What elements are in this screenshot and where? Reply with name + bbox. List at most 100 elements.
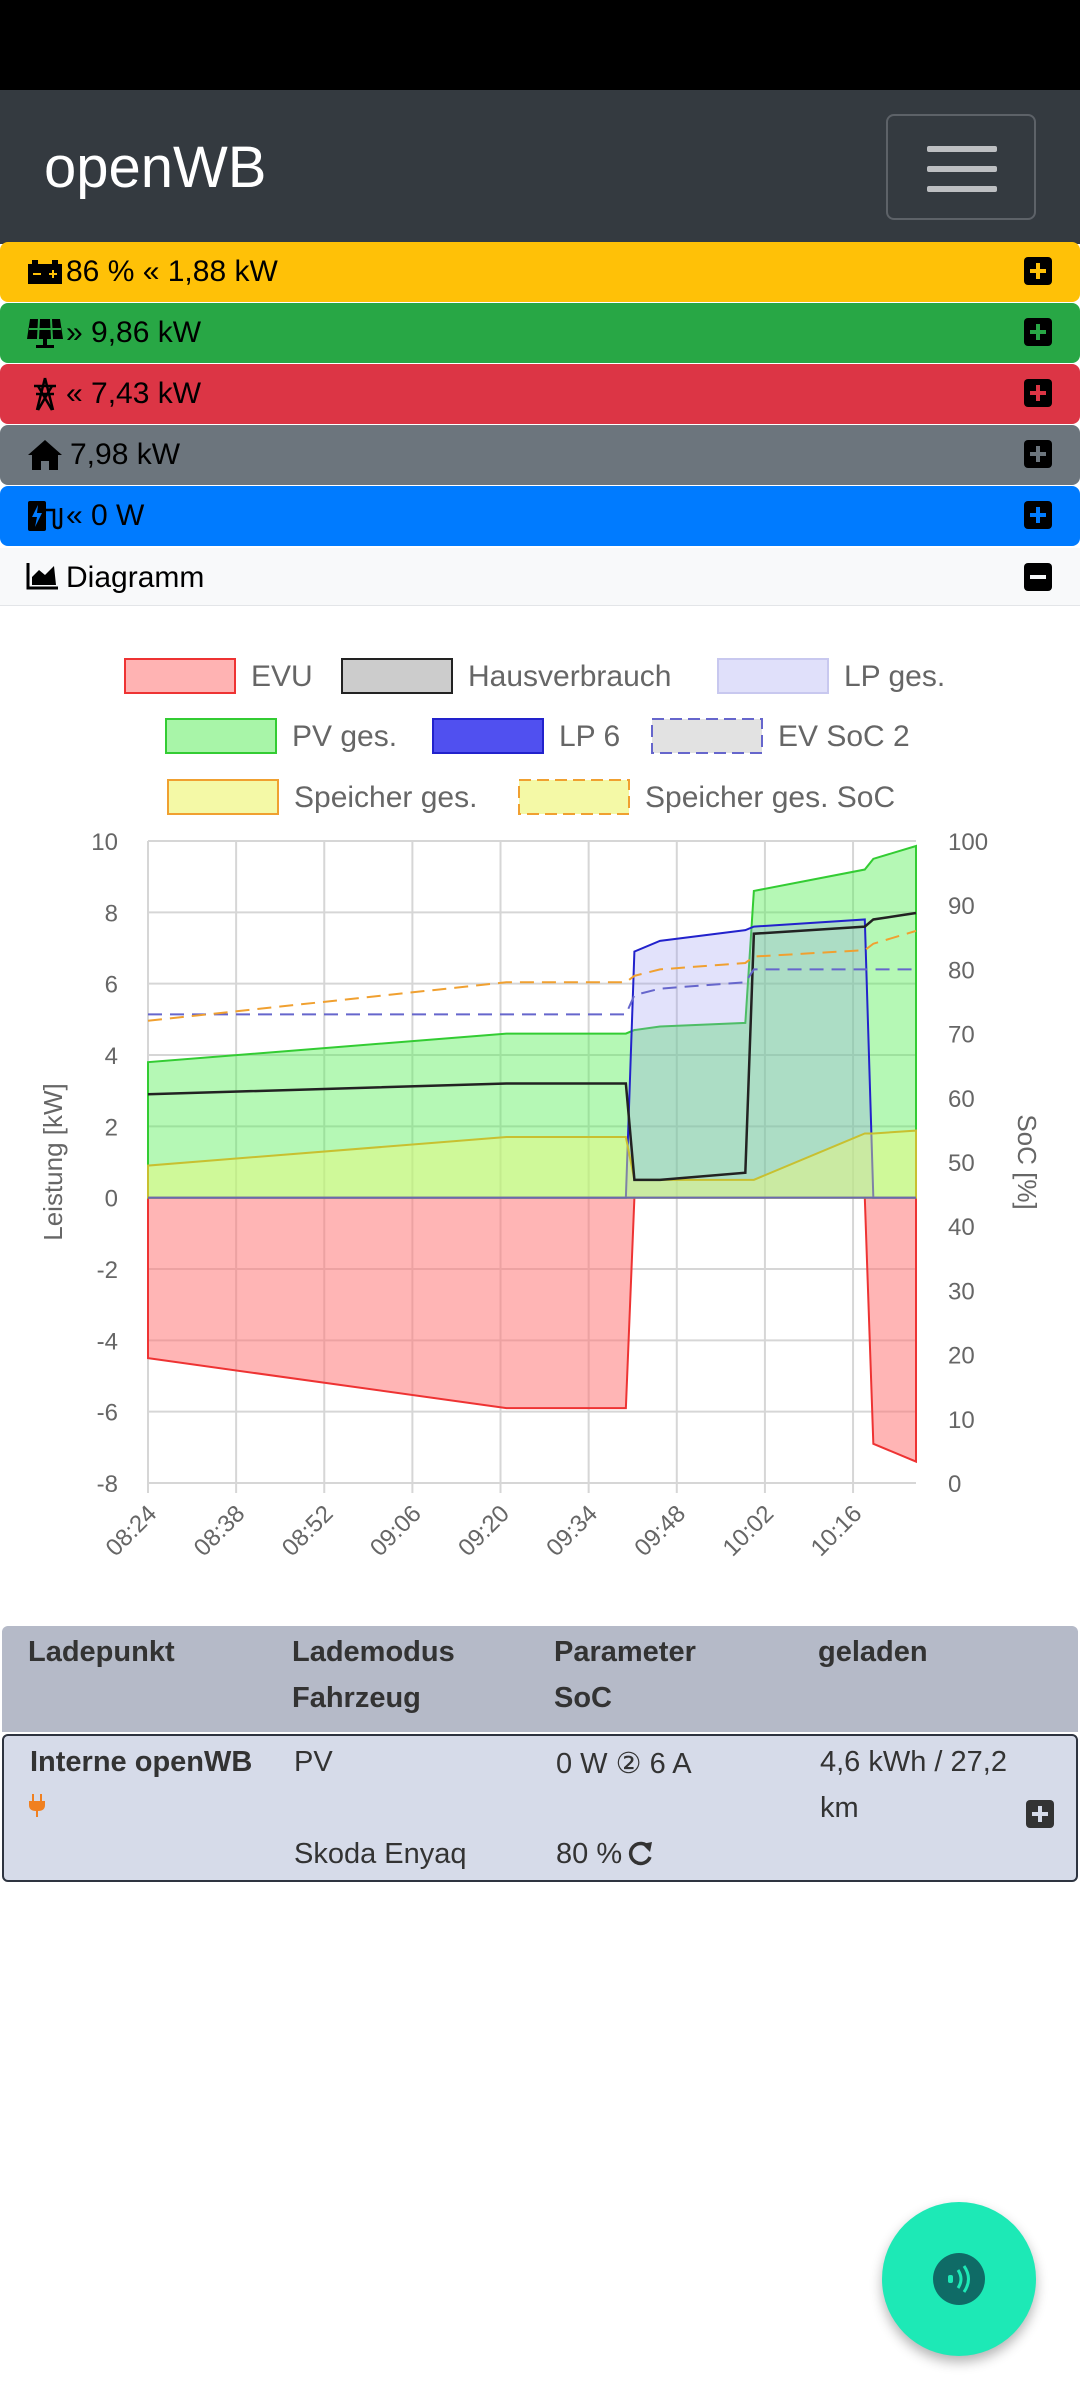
y-tick-label: 4 [105, 1043, 118, 1070]
x-tick-label: 08:38 [189, 1500, 251, 1562]
sound-wave-icon [933, 2253, 985, 2305]
header-lademodus: Lademodus [292, 1636, 455, 1668]
expand-battery-button[interactable] [1024, 257, 1052, 285]
y2-tick-label: 80 [948, 957, 975, 984]
legend-swatch [717, 658, 829, 694]
x-tick-label: 09:34 [541, 1500, 603, 1562]
menu-toggle-button[interactable] [886, 114, 1036, 220]
y2-tick-label: 10 [948, 1407, 975, 1434]
legend-swatch [167, 779, 279, 815]
x-tick-label: 10:16 [806, 1500, 868, 1562]
y-axis-label: Leistung [kW] [38, 1083, 68, 1241]
expand-row-button[interactable] [1026, 1800, 1054, 1828]
grid-row[interactable]: « 7,43 kW [0, 364, 1080, 424]
table-header: Ladepunkt Lademodus Fahrzeug Parameter S… [2, 1626, 1078, 1732]
legend-label: PV ges. [292, 720, 397, 753]
legend-label: Speicher ges. SoC [645, 781, 895, 814]
expand-chargepoint-button[interactable] [1024, 501, 1052, 529]
y-tick-label: 10 [91, 829, 118, 856]
legend-label: Hausverbrauch [468, 660, 671, 693]
power-chart: EVU Hausverbrauch LP ges. PV ges. LP 6 EV SoC… [0, 606, 1080, 1626]
y2-tick-label: 90 [948, 893, 975, 920]
refresh-icon[interactable] [628, 1840, 654, 1868]
expand-house-button[interactable] [1024, 440, 1052, 468]
legend-swatch [124, 658, 236, 694]
series-pv [147, 844, 917, 1199]
y2-tick-label: 50 [948, 1150, 975, 1177]
area-chart-icon [26, 563, 58, 590]
diagram-header[interactable]: Diagramm [0, 548, 1080, 606]
header-ladepunkt: Ladepunkt [28, 1636, 175, 1668]
header-soc: SoC [554, 1682, 612, 1714]
navbar: openWB [0, 90, 1080, 244]
power-pylon-icon [34, 377, 56, 411]
x-tick-label: 09:48 [629, 1500, 691, 1562]
vehicle-name[interactable]: Skoda Enyaq [294, 1838, 467, 1870]
expand-grid-button[interactable] [1024, 379, 1052, 407]
pv-row[interactable]: » 9,86 kW [0, 303, 1080, 363]
diagram-label: Diagramm [66, 561, 205, 594]
series-ev-soc [148, 968, 916, 1016]
voice-action-button[interactable] [882, 2202, 1036, 2356]
status-bar [0, 0, 1080, 90]
charge-mode[interactable]: PV [294, 1746, 333, 1778]
y-tick-label: 0 [105, 1186, 118, 1213]
y2-tick-label: 70 [948, 1022, 975, 1049]
legend-swatch [518, 779, 630, 815]
legend-swatch [432, 718, 544, 754]
legend-label: Speicher ges. [294, 781, 477, 814]
legend-swatch [651, 718, 763, 754]
series-haus [147, 911, 917, 1182]
y-tick-label: -4 [97, 1328, 118, 1355]
chart-svg: EVU Hausverbrauch LP ges. PV ges. LP 6 EV SoC… [38, 658, 1042, 1562]
chargepoint-name[interactable]: Interne openWB [30, 1746, 253, 1778]
header-geladen: geladen [818, 1636, 928, 1668]
grid-status: « 7,43 kW [66, 377, 202, 410]
y-tick-label: -6 [97, 1400, 118, 1427]
house-row[interactable]: 7,98 kW [0, 425, 1080, 485]
series-speicher [147, 1129, 917, 1199]
chargepoint-row[interactable]: « 0 W [0, 486, 1080, 546]
x-tick-label: 10:02 [718, 1500, 780, 1562]
legend-swatch [165, 718, 277, 754]
solar-panel-icon [27, 318, 63, 348]
battery-icon [28, 260, 62, 284]
legend-label: LP 6 [559, 720, 620, 753]
y-tick-label: -8 [97, 1471, 118, 1498]
x-tick-label: 08:52 [277, 1500, 339, 1562]
x-tick-label: 09:06 [365, 1500, 427, 1562]
legend-label: LP ges. [844, 660, 945, 693]
x-tick-label: 09:20 [453, 1500, 515, 1562]
y2-tick-label: 30 [948, 1278, 975, 1305]
series-evu [147, 1196, 917, 1464]
expand-pv-button[interactable] [1024, 318, 1052, 346]
charge-parameter: 0 W ② 6 A [556, 1748, 692, 1780]
legend-label: EV SoC 2 [778, 720, 910, 753]
table-row[interactable]: Interne openWB PV Skoda Enyaq 0 W ② 6 A … [2, 1734, 1078, 1882]
battery-row[interactable]: 86 % « 1,88 kW [0, 242, 1080, 302]
y2-axis-label: SoC [%] [1012, 1114, 1042, 1209]
app-title[interactable]: openWB [44, 135, 267, 200]
series-speicher-soc [147, 929, 917, 1022]
charged-amount: 4,6 kWh / 27,2 [820, 1746, 1007, 1778]
chargepoint-status: « 0 W [66, 499, 145, 532]
y-tick-label: -2 [97, 1257, 118, 1284]
y-tick-label: 6 [105, 972, 118, 999]
pv-status: » 9,86 kW [66, 316, 202, 349]
charged-amount-unit: km [820, 1792, 859, 1824]
legend-label: EVU [251, 660, 313, 693]
plug-icon [29, 1794, 45, 1817]
y2-tick-label: 40 [948, 1214, 975, 1241]
header-parameter: Parameter [554, 1636, 696, 1668]
y2-tick-label: 0 [948, 1471, 961, 1498]
legend-swatch [341, 658, 453, 694]
house-status: 7,98 kW [70, 438, 181, 471]
y-tick-label: 2 [105, 1114, 118, 1141]
house-icon [28, 440, 62, 470]
y-tick-label: 8 [105, 900, 118, 927]
header-fahrzeug: Fahrzeug [292, 1682, 421, 1714]
y2-tick-label: 60 [948, 1086, 975, 1113]
collapse-diagram-button[interactable] [1024, 563, 1052, 591]
charging-station-icon [28, 501, 63, 531]
vehicle-soc: 80 % [556, 1838, 623, 1870]
